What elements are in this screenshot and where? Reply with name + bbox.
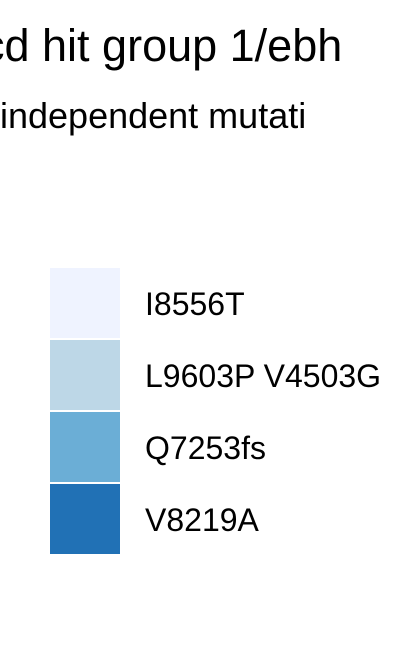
legend: I8556T L9603P V4503G Q7253fs V8219A	[0, 268, 403, 556]
legend-swatch	[50, 268, 120, 340]
chart-title-text: cd hit group 1/ebh	[0, 20, 343, 71]
legend-item: Q7253fs	[0, 412, 403, 484]
legend-label: L9603P V4503G	[145, 358, 382, 394]
chart-subtitle-text: - independent mutati	[0, 95, 307, 136]
legend-item: L9603P V4503G	[0, 340, 403, 412]
legend-label: I8556T	[145, 286, 245, 322]
legend-item: I8556T	[0, 268, 403, 340]
legend-label: V8219A	[145, 502, 259, 538]
chart-subtitle: - independent mutati	[0, 94, 403, 138]
legend-swatch	[50, 412, 120, 484]
chart-title: cd hit group 1/ebh	[0, 20, 403, 72]
legend-label: Q7253fs	[145, 430, 266, 466]
legend-swatch	[50, 484, 120, 556]
legend-swatch	[50, 340, 120, 412]
legend-item: V8219A	[0, 484, 403, 556]
